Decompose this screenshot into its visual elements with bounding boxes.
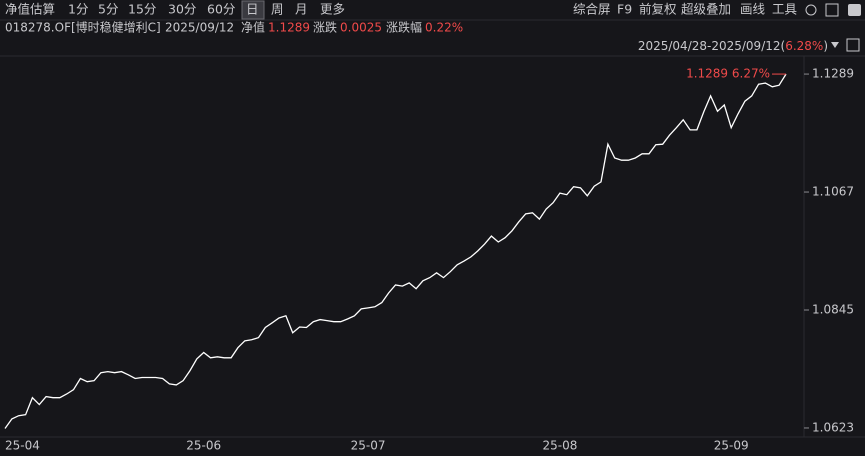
toolbar-button[interactable]: 综合屏	[573, 2, 611, 17]
settings-icon[interactable]	[805, 4, 817, 16]
nav-label: 净值	[241, 20, 265, 35]
dropdown-icon[interactable]	[831, 42, 839, 48]
y-tick-label: 1.1067	[812, 185, 854, 199]
x-tick-label: 25-04	[5, 439, 40, 453]
x-tick-label: 25-08	[542, 439, 577, 453]
toolbar-button[interactable]: 5分	[98, 2, 118, 17]
range-close: )	[823, 39, 828, 53]
toolbar-button[interactable]: 15分	[128, 2, 156, 17]
toolbar-button[interactable]: 60分	[207, 2, 235, 17]
window-icon[interactable]	[825, 3, 839, 17]
wp-icon[interactable]	[848, 4, 861, 16]
y-tick-label: 1.0845	[812, 303, 854, 317]
x-tick-label: 25-07	[351, 439, 386, 453]
price-line	[4, 73, 787, 429]
toolbar-button[interactable]: 30分	[168, 2, 196, 17]
toolbar-button[interactable]: 前复权	[639, 2, 677, 17]
fund-code: 018278.OF[博时稳健增利C]	[5, 20, 161, 35]
toolbar-button[interactable]: 日	[246, 2, 259, 17]
change-label: 涨跌	[313, 20, 337, 35]
toolbar-button[interactable]: 超级叠加	[681, 2, 731, 17]
toolbar-button[interactable]: 周	[271, 2, 284, 17]
range-period: 2025/04/28-2025/09/12(	[638, 39, 785, 53]
icons	[805, 3, 861, 52]
toolbar-button[interactable]: 更多	[320, 2, 345, 17]
toolbar-button[interactable]: 净值估算	[5, 2, 55, 17]
range-pct: 6.28%	[785, 39, 823, 53]
toolbar-button[interactable]: F9	[617, 2, 632, 17]
range: 2025/04/28-2025/09/12(6.28%)	[638, 39, 828, 53]
x-tick-label: 25-06	[186, 439, 221, 453]
toolbar-button[interactable]: 画线	[740, 2, 766, 17]
y-tick-label: 1.0623	[812, 420, 854, 434]
end-annotation: 1.1289 6.27%	[686, 67, 770, 81]
y-tick-label: 1.1289	[812, 67, 854, 81]
toolbar-button[interactable]: 月	[295, 2, 308, 17]
pct-label: 涨跌幅	[386, 20, 422, 35]
box-icon[interactable]	[846, 38, 860, 52]
pct: 0.22%	[425, 21, 463, 35]
nav: 1.1289	[268, 21, 310, 35]
x-tick-label: 25-09	[714, 439, 749, 453]
date: 2025/09/12	[165, 21, 234, 35]
toolbar-button[interactable]: 工具	[772, 2, 798, 17]
toolbar-button[interactable]: 1分	[68, 2, 88, 17]
selected-tab	[241, 0, 265, 20]
change: 0.0025	[340, 21, 382, 35]
